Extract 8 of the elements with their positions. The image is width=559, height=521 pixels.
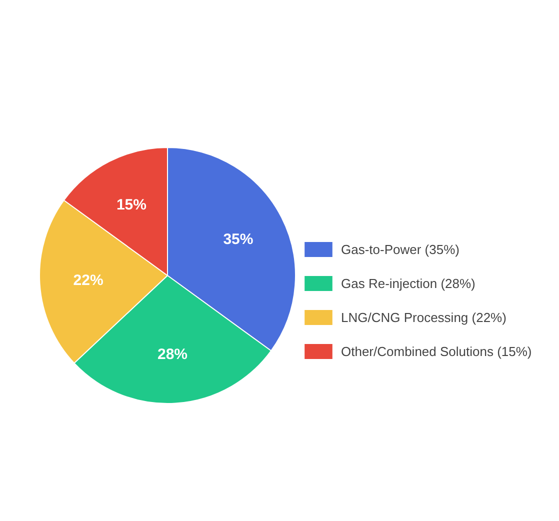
legend-label: Other/Combined Solutions (15%) xyxy=(341,344,532,358)
legend-label: LNG/CNG Processing (22%) xyxy=(341,310,506,324)
legend-label: Gas-to-Power (35%) xyxy=(341,242,460,256)
legend-label: Gas Re-injection (28%) xyxy=(341,276,476,290)
data-label: 28% xyxy=(157,346,188,364)
data-label: 22% xyxy=(73,272,104,289)
data-label: 35% xyxy=(223,230,254,248)
data-label: 15% xyxy=(116,196,146,214)
